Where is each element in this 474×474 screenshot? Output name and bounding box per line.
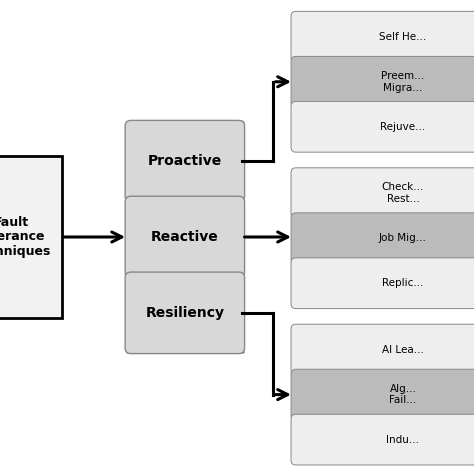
Text: Check...
Rest...: Check... Rest... (382, 182, 424, 204)
Text: Reactive: Reactive (151, 230, 219, 244)
FancyBboxPatch shape (294, 171, 474, 306)
Text: Preem...
Migra...: Preem... Migra... (381, 71, 425, 92)
FancyBboxPatch shape (291, 324, 474, 375)
Text: AI Lea...: AI Lea... (382, 345, 424, 355)
Text: Rejuve...: Rejuve... (380, 122, 426, 132)
Text: Self He...: Self He... (379, 32, 427, 42)
FancyBboxPatch shape (125, 120, 245, 202)
Text: Job Mig...: Job Mig... (379, 233, 427, 243)
FancyBboxPatch shape (291, 101, 474, 152)
Text: Indu...: Indu... (386, 435, 419, 445)
Text: Replic...: Replic... (382, 278, 424, 288)
FancyBboxPatch shape (291, 258, 474, 309)
FancyBboxPatch shape (291, 56, 474, 107)
FancyBboxPatch shape (125, 196, 245, 278)
FancyBboxPatch shape (0, 156, 62, 318)
FancyBboxPatch shape (291, 168, 474, 219)
FancyBboxPatch shape (291, 11, 474, 62)
Text: Proactive: Proactive (148, 154, 222, 168)
FancyBboxPatch shape (125, 272, 245, 354)
Text: Resiliency: Resiliency (146, 306, 224, 320)
FancyBboxPatch shape (294, 14, 474, 149)
Text: Alg...
Fail...: Alg... Fail... (389, 384, 417, 405)
FancyBboxPatch shape (294, 327, 474, 462)
FancyBboxPatch shape (291, 414, 474, 465)
FancyBboxPatch shape (291, 213, 474, 264)
FancyBboxPatch shape (128, 123, 242, 351)
FancyBboxPatch shape (291, 369, 474, 420)
Text: Fault
Tolerance
Techniques: Fault Tolerance Techniques (0, 216, 51, 258)
